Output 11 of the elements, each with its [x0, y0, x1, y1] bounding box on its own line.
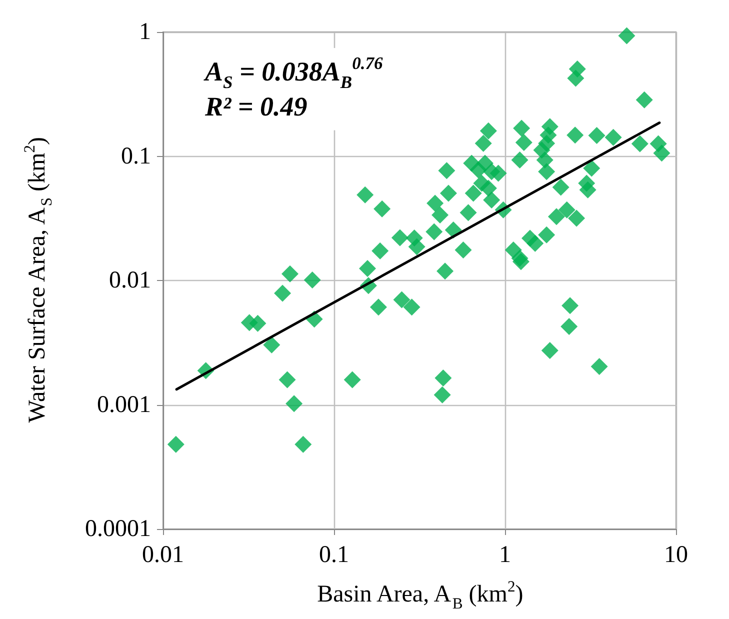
- y-tick-label: 0.0001: [85, 516, 151, 542]
- y-axis-title: Water Surface Area, AS (km2): [21, 136, 56, 423]
- y-tick-label: 0.001: [97, 392, 151, 418]
- annotation: R² = 0.49: [204, 92, 308, 122]
- x-tick-label: 0.1: [319, 542, 349, 568]
- x-tick-label: 0.01: [142, 542, 184, 568]
- x-tick-label: 10: [664, 542, 688, 568]
- y-tick-label: 0.1: [121, 143, 151, 170]
- y-tick-label: 0.01: [109, 268, 151, 294]
- x-tick-label: 1: [499, 542, 511, 568]
- y-tick-label: 1: [139, 19, 151, 45]
